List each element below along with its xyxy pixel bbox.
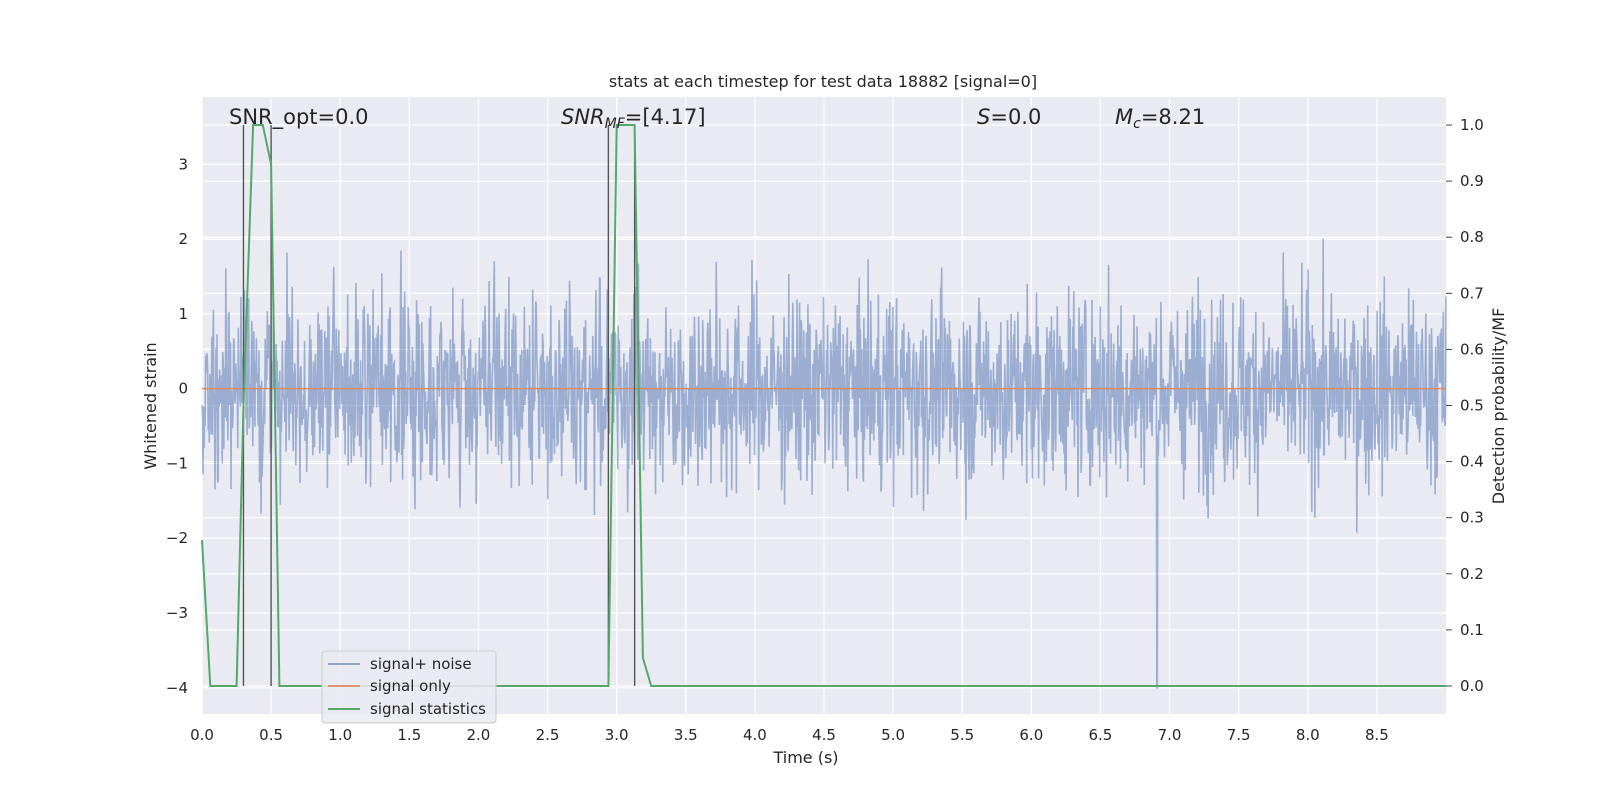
x-tick-label: 4.5	[812, 726, 836, 744]
y-right-tick-label: 0.7	[1460, 284, 1484, 302]
mc-value: =8.21	[1141, 105, 1205, 129]
legend-label-statistics: signal statistics	[370, 700, 486, 718]
snr-mf-annotation: SNRMF=[4.17]	[561, 105, 706, 132]
x-tick-label: 3.5	[674, 726, 698, 744]
y-tick-label: −4	[166, 679, 188, 697]
x-tick-label: 5.5	[950, 726, 974, 744]
chart-title: stats at each timestep for test data 188…	[609, 72, 1037, 91]
y-right-tick-label: 0.0	[1460, 677, 1484, 695]
legend-box	[321, 650, 497, 724]
snr-mf-main: SNR	[561, 105, 605, 129]
y-right-tick-label: 0.9	[1460, 172, 1484, 190]
x-tick-label: 1.5	[397, 726, 421, 744]
x-tick-label: 2.0	[467, 726, 491, 744]
signal-statistics-line	[201, 124, 1446, 687]
y-right-tick-label: 1.0	[1460, 116, 1484, 134]
y-right-tick-labels: 0.0 0.1 0.2 0.3 0.4 0.5 0.6 0.7 0.8 0.9 1.0	[1446, 116, 1484, 695]
y-tick-label: 0	[178, 380, 188, 398]
y-right-tick-label: 0.6	[1460, 340, 1484, 358]
y-tick-label: 2	[178, 230, 188, 248]
x-tick-label: 7.5	[1227, 726, 1251, 744]
mc-annotation: Mc=8.21	[1115, 105, 1205, 132]
signal-noise-series	[201, 238, 1447, 689]
y-right-axis-label: Detection probability/MF	[1489, 308, 1508, 505]
x-tick-label: 2.5	[536, 726, 560, 744]
y-right-tick-label: 0.3	[1460, 509, 1484, 527]
y-right-tick-label: 0.5	[1460, 397, 1484, 415]
y-tick-label: 3	[178, 155, 188, 173]
legend-label-noise: signal+ noise	[370, 655, 472, 673]
mc-main: M	[1115, 105, 1133, 129]
detection-markers	[242, 125, 636, 686]
signal-noise-line	[201, 238, 1447, 689]
x-tick-label: 6.0	[1019, 726, 1043, 744]
s-main: S	[977, 105, 990, 129]
y-axis-label: Whitened strain	[141, 342, 160, 469]
x-tick-label: 8.5	[1365, 726, 1389, 744]
y-tick-label: −2	[166, 529, 188, 547]
x-tick-labels: 0.0 0.5 1.0 1.5 2.0 2.5 3.0 3.5 4.0 4.5 5.0 5.5 6.0 6…	[190, 726, 1389, 744]
signal-statistics-series	[201, 124, 1446, 687]
s-annotation: S=0.0	[977, 105, 1041, 129]
mc-sub: c	[1133, 116, 1141, 132]
y-right-tick-label: 0.8	[1460, 228, 1484, 246]
y-right-tick-label: 0.4	[1460, 453, 1484, 471]
y-right-tick-label: 0.1	[1460, 621, 1484, 639]
x-axis-label: Time (s)	[772, 748, 838, 767]
snr-mf-value: =[4.17]	[625, 105, 706, 129]
y-tick-label: 1	[178, 305, 188, 323]
y-tick-labels: −4 −3 −2 −1 0 1 2 3	[166, 155, 188, 697]
snr-mf-sub: MF	[605, 116, 626, 132]
x-tick-label: 0.5	[259, 726, 283, 744]
y-right-tick-label: 0.2	[1460, 565, 1484, 583]
x-tick-label: 0.0	[190, 726, 214, 744]
x-tick-label: 3.0	[605, 726, 629, 744]
x-tick-label: 1.0	[328, 726, 352, 744]
y-tick-label: −3	[166, 604, 188, 622]
x-tick-label: 6.5	[1089, 726, 1113, 744]
x-tick-label: 4.0	[743, 726, 767, 744]
x-tick-label: 8.0	[1296, 726, 1320, 744]
legend: signal+ noise signal only signal statist…	[321, 650, 497, 724]
s-value: =0.0	[990, 105, 1041, 129]
y-tick-label: −1	[166, 454, 188, 472]
x-tick-label: 7.0	[1158, 726, 1182, 744]
snr-opt-annotation: SNR_opt=0.0	[229, 105, 369, 130]
x-tick-label: 5.0	[881, 726, 905, 744]
legend-label-signal-only: signal only	[370, 677, 451, 695]
